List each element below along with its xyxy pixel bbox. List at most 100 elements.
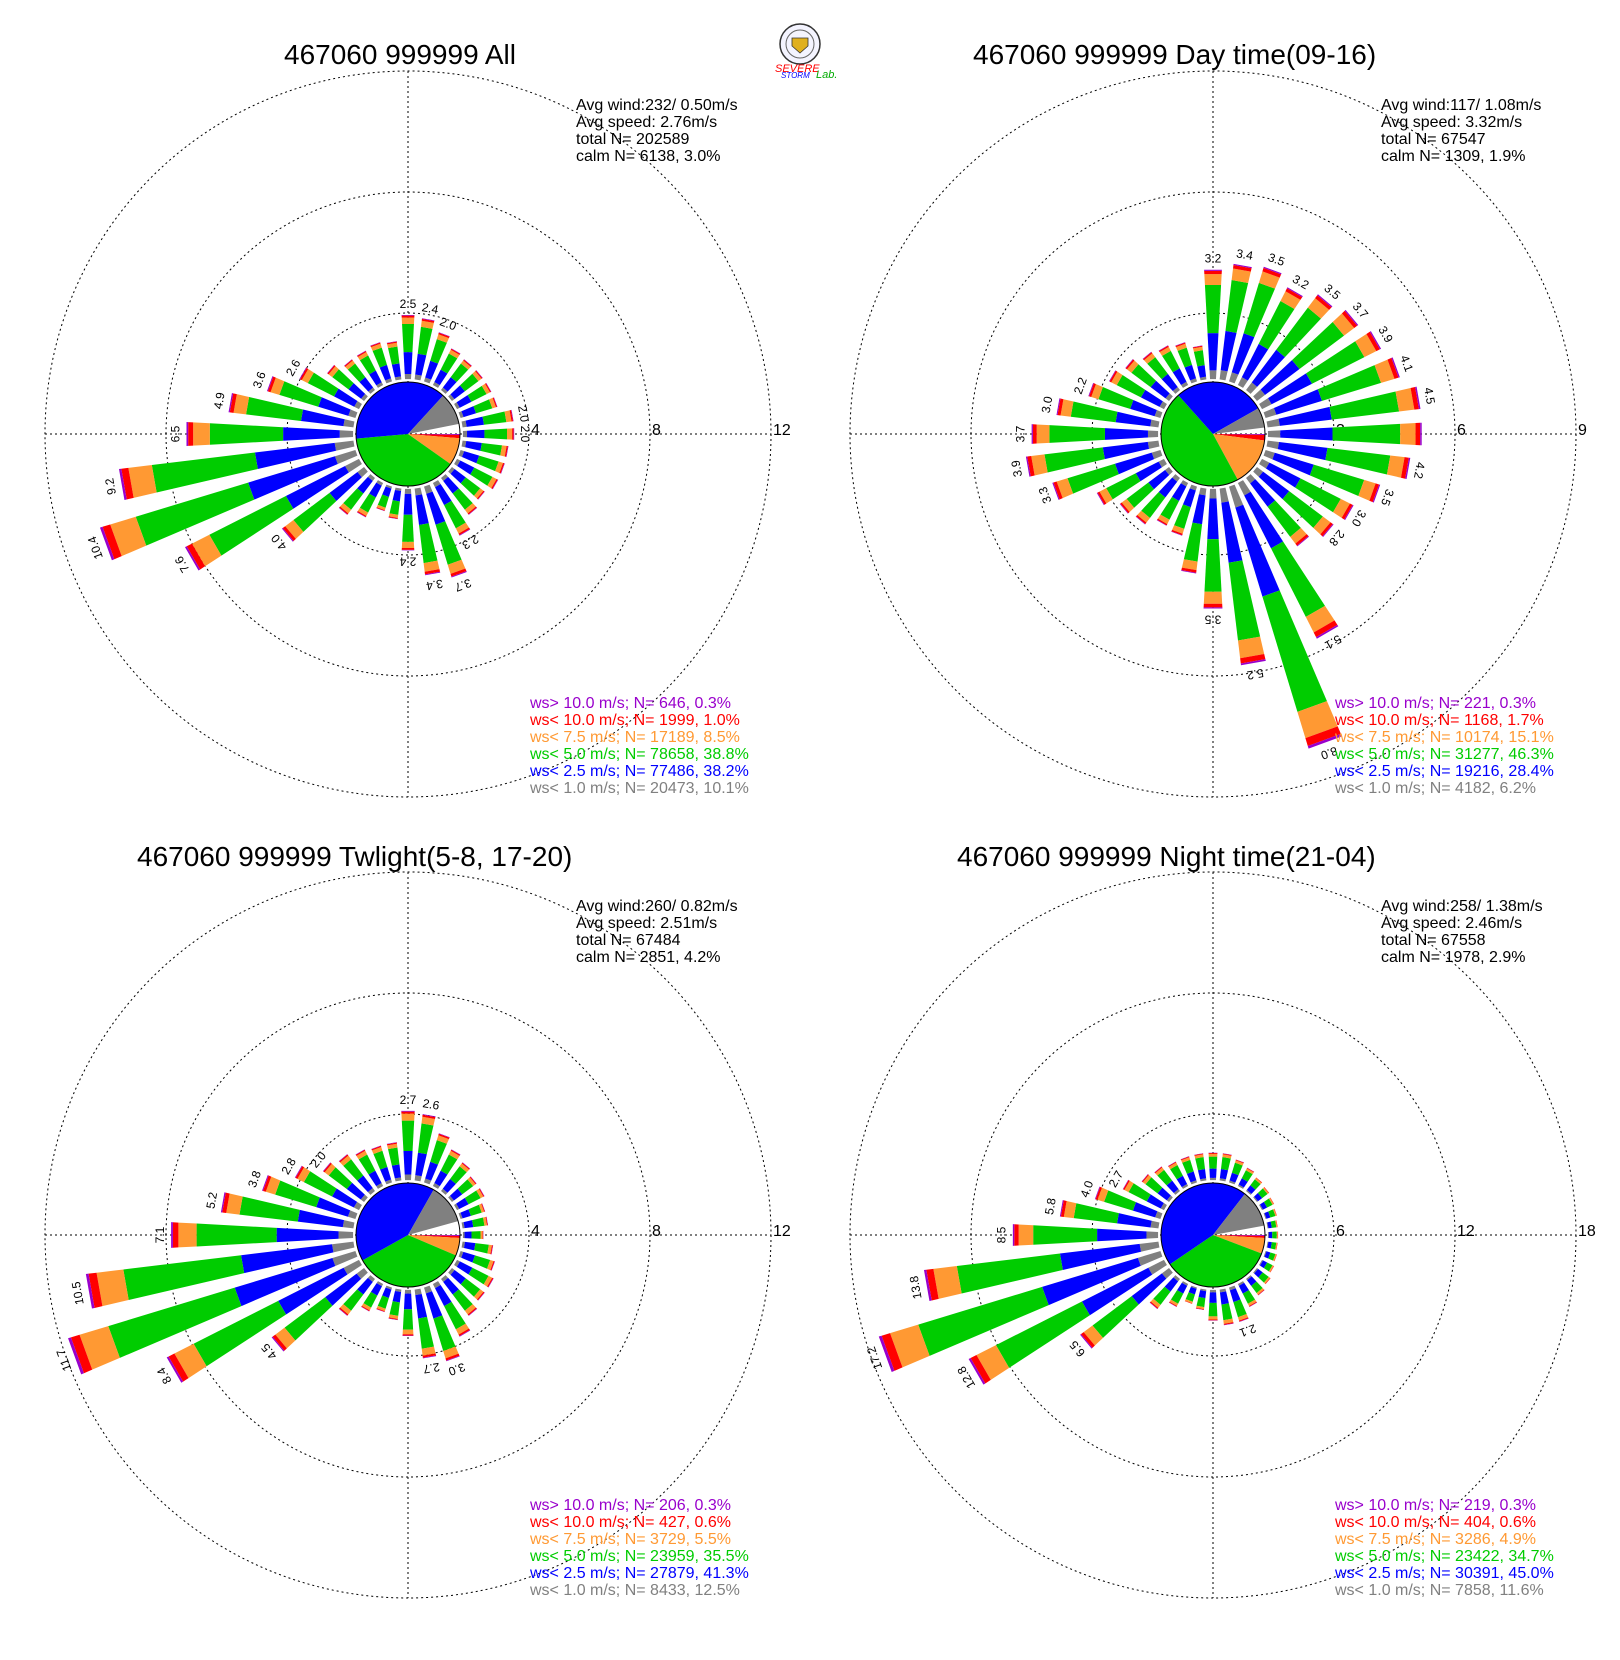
wind-bar-segment bbox=[450, 348, 461, 355]
wind-bar-segment bbox=[1272, 1231, 1277, 1239]
wind-bar-segment bbox=[1200, 1288, 1207, 1292]
wind-bar-segment bbox=[433, 1315, 456, 1351]
wind-bar-segment bbox=[1116, 375, 1146, 398]
wind-bar-segment bbox=[1175, 343, 1187, 351]
wind-bar-segment bbox=[178, 1222, 197, 1248]
wind-bar-segment bbox=[462, 430, 468, 438]
wind-bar-segment bbox=[331, 1241, 355, 1253]
wind-bar-segment bbox=[462, 1231, 465, 1239]
hub-pie-slice bbox=[408, 434, 460, 439]
wind-bar-segment bbox=[490, 1245, 493, 1255]
wind-bar-segment bbox=[443, 476, 459, 494]
legend-entry: ws> 10.0 m/s; N= 221, 0.3% bbox=[1334, 695, 1536, 712]
wind-bar-segment bbox=[1207, 333, 1219, 371]
wind-bar-segment bbox=[1190, 1285, 1198, 1289]
wind-bar-segment bbox=[1181, 559, 1198, 571]
wind-bar-segment bbox=[1176, 1175, 1188, 1188]
wind-bar-segment bbox=[1095, 1186, 1102, 1200]
wind-bar-segment bbox=[1126, 360, 1139, 373]
wind-bar-segment bbox=[1184, 364, 1197, 381]
wind-bar-segment bbox=[425, 1291, 443, 1319]
wind-bar-segment bbox=[1233, 1299, 1247, 1318]
wind-bar-segment bbox=[461, 440, 467, 448]
wind-bar-segment bbox=[487, 1244, 492, 1255]
hub-outline bbox=[1160, 1182, 1266, 1288]
wind-bar-segment bbox=[297, 1209, 345, 1228]
wind-bar-segment bbox=[1219, 1168, 1229, 1180]
wind-bar-segment bbox=[1098, 387, 1134, 409]
wind-bar-segment bbox=[370, 1283, 383, 1296]
wind-bar-segment bbox=[461, 406, 477, 418]
wind-bar-segment bbox=[1235, 1159, 1244, 1163]
bar-total-label: 2.4 bbox=[399, 554, 416, 568]
wind-bar-segment bbox=[1160, 1202, 1167, 1211]
wind-bar-segment bbox=[376, 382, 384, 388]
wind-bar-segment bbox=[1263, 1187, 1270, 1194]
hub-outline bbox=[355, 381, 461, 487]
wind-bar-segment bbox=[1415, 386, 1421, 410]
wind-bar-segment bbox=[415, 494, 429, 525]
wind-bar-segment bbox=[1139, 1241, 1160, 1252]
legend-entry: ws< 1.0 m/s; N= 8433, 12.5% bbox=[529, 1582, 740, 1599]
wind-bar-segment bbox=[1317, 365, 1382, 401]
wind-bar-segment bbox=[1344, 504, 1354, 521]
wind-bar-segment bbox=[478, 1188, 485, 1197]
panel-stat-line: total N= 67558 bbox=[1381, 932, 1486, 949]
range-ring bbox=[286, 312, 530, 556]
wind-bar-segment bbox=[463, 359, 472, 367]
wind-bar-segment bbox=[401, 541, 415, 548]
bar-total-label: 2.8 bbox=[279, 1155, 300, 1177]
wind-bar-segment bbox=[474, 1243, 489, 1254]
wind-bar-segment bbox=[1235, 504, 1280, 597]
wind-bar-segment bbox=[376, 504, 386, 511]
wind-bar-segment bbox=[1208, 1153, 1218, 1154]
wind-bar-segment bbox=[1253, 1268, 1259, 1274]
bar-total-label: 3.0 bbox=[1039, 395, 1056, 414]
wind-bar-segment bbox=[1150, 1220, 1160, 1229]
bar-total-label: 6.5 bbox=[168, 425, 182, 442]
wind-bar-segment bbox=[415, 1293, 428, 1319]
wind-bar-segment bbox=[1280, 291, 1301, 310]
wind-bar-segment bbox=[1132, 1202, 1158, 1218]
wind-bar-segment bbox=[343, 419, 355, 428]
wind-bar-segment bbox=[394, 1177, 402, 1182]
wind-bar-segment bbox=[1208, 1156, 1218, 1169]
bar-total-label: 2.0 bbox=[438, 314, 459, 333]
wind-bar-segment bbox=[118, 468, 127, 500]
wind-bar-segment bbox=[470, 1176, 477, 1184]
wind-bar-segment bbox=[1175, 342, 1186, 347]
wind-bar-segment bbox=[1209, 370, 1217, 380]
wind-bar-segment bbox=[1332, 423, 1401, 445]
wind-bar-segment bbox=[371, 1145, 382, 1151]
bar-total-label: 2.2 bbox=[1071, 375, 1090, 396]
wind-bar-segment bbox=[1313, 516, 1331, 535]
wind-bar-segment bbox=[1258, 271, 1280, 289]
wind-bar-segment bbox=[332, 1250, 358, 1267]
wind-bar-segment bbox=[1307, 733, 1342, 749]
wind-bar-segment bbox=[448, 1268, 455, 1275]
wind-bar-segment bbox=[171, 1222, 173, 1248]
wind-bar-segment bbox=[1243, 282, 1275, 338]
wind-bar-segment bbox=[1259, 1260, 1268, 1269]
wind-bar-segment bbox=[1158, 345, 1169, 353]
bar-total-label: 2.8 bbox=[1326, 527, 1348, 549]
wind-bar-segment bbox=[1169, 1301, 1177, 1307]
wind-bar-segment bbox=[481, 1203, 485, 1212]
wind-bar-segment bbox=[1125, 359, 1135, 370]
wind-bar-segment bbox=[1237, 636, 1265, 659]
wind-bar-segment bbox=[1014, 1224, 1019, 1246]
hub-pie-slice bbox=[408, 1189, 459, 1235]
wind-bar-segment bbox=[472, 1255, 491, 1269]
wind-bar-segment bbox=[1097, 1187, 1109, 1202]
hub-pie-slice bbox=[1213, 408, 1265, 434]
wind-bar-segment bbox=[1123, 1179, 1130, 1191]
wind-bar-segment bbox=[441, 1188, 448, 1195]
wind-bar-segment bbox=[1135, 516, 1146, 525]
logo-seal-ring bbox=[785, 29, 815, 59]
wind-bar-segment bbox=[464, 1231, 472, 1239]
wind-bar-segment bbox=[419, 523, 438, 564]
wind-bar-segment bbox=[376, 1305, 386, 1312]
panel-stat-line: Avg speed: 2.51m/s bbox=[576, 915, 717, 932]
wind-bar-segment bbox=[1149, 1301, 1159, 1309]
wind-bar-segment bbox=[318, 397, 351, 416]
